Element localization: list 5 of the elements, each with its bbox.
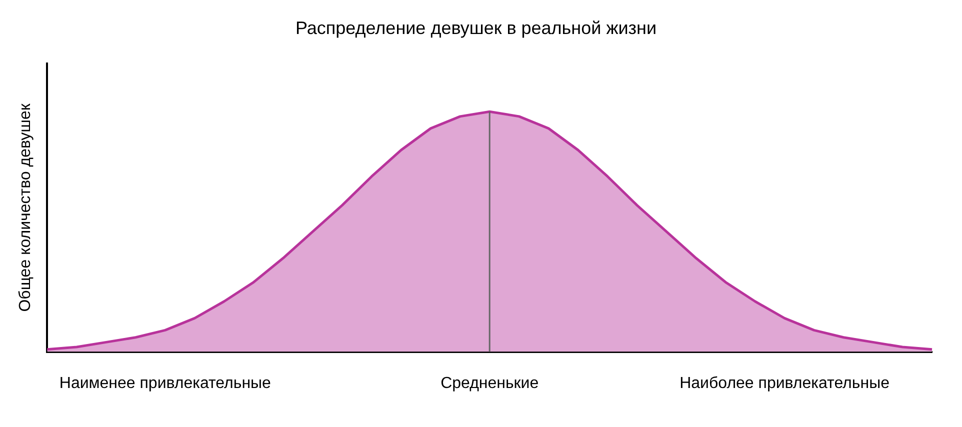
y-axis-title: Общее количество девушек: [17, 102, 34, 312]
x-tick-label: Наименее привлекательные: [59, 374, 272, 392]
x-tick-label: Наиболее привлекательные: [680, 374, 890, 392]
x-tick-label: Средненькие: [440, 374, 539, 392]
chart-title: Распределение девушек в реальной жизни: [295, 18, 657, 38]
